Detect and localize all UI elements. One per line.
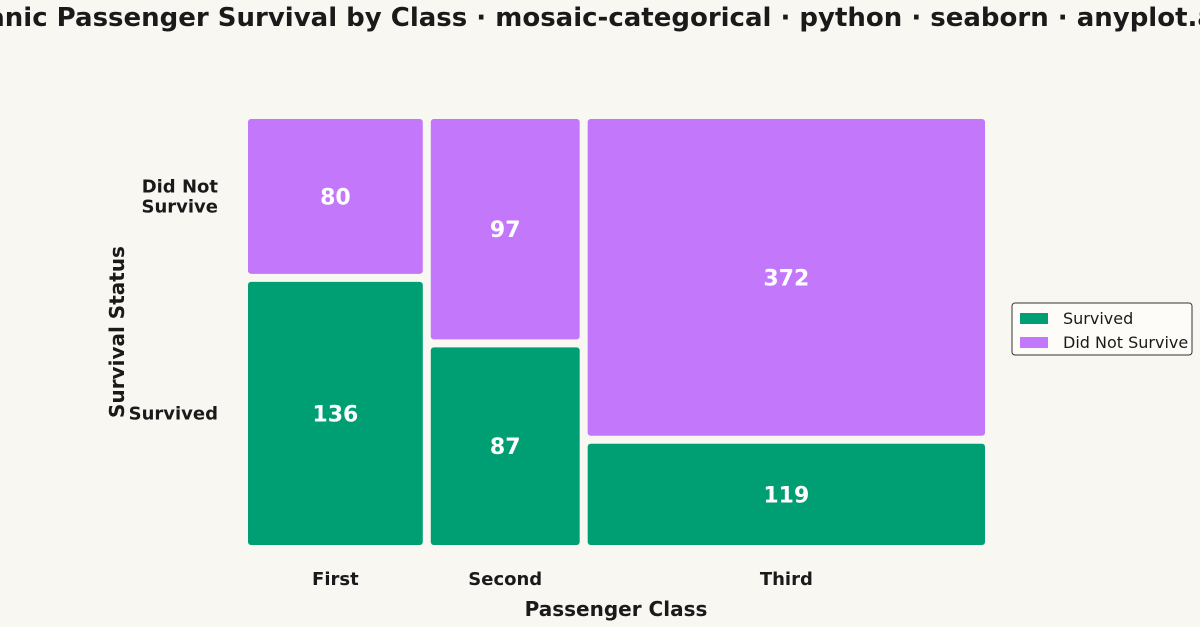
legend-swatch-did-not-survive (1020, 337, 1048, 348)
mosaic-cells (248, 119, 985, 545)
x-tick-labels: First Second Third (312, 569, 813, 590)
mosaic-cell-third-did-not-survive (587, 119, 985, 436)
legend-label-did-not-survive: Did Not Survive (1063, 333, 1188, 352)
cell-value-first-survived: 136 (312, 402, 358, 427)
mosaic-cell-second-did-not-survive (430, 119, 580, 340)
legend-label-survived: Survived (1063, 309, 1133, 328)
legend: Survived Did Not Survive (1011, 302, 1193, 356)
cell-value-second-survived: 87 (490, 435, 521, 460)
cell-value-third-survived: 119 (763, 483, 809, 508)
mosaic-cell-labels: 136 80 87 97 119 372 (312, 185, 809, 508)
y-tick-did-not-survive: Did Not Survive (142, 176, 219, 217)
legend-frame (1011, 302, 1193, 356)
mosaic-cell-first-survived (248, 281, 423, 545)
cell-value-third-did-not-survive: 372 (763, 266, 809, 291)
chart-title: Titanic Passenger Survival by Class · mo… (0, 3, 1200, 33)
cell-value-first-did-not-survive: 80 (320, 185, 351, 210)
y-tick-survived: Survived (129, 403, 218, 424)
x-tick-third: Third (760, 569, 813, 590)
x-tick-second: Second (468, 569, 542, 590)
legend-swatch-survived (1020, 313, 1048, 324)
y-axis-label: Survival Status (105, 246, 129, 418)
x-tick-first: First (312, 569, 359, 590)
mosaic-cell-third-survived (587, 443, 985, 545)
mosaic-cell-second-survived (430, 347, 580, 545)
x-axis-label: Passenger Class (525, 597, 708, 621)
mosaic-cell-first-did-not-survive (248, 119, 423, 274)
cell-value-second-did-not-survive: 97 (490, 218, 521, 243)
y-tick-labels: Survived Did Not Survive (129, 176, 219, 424)
